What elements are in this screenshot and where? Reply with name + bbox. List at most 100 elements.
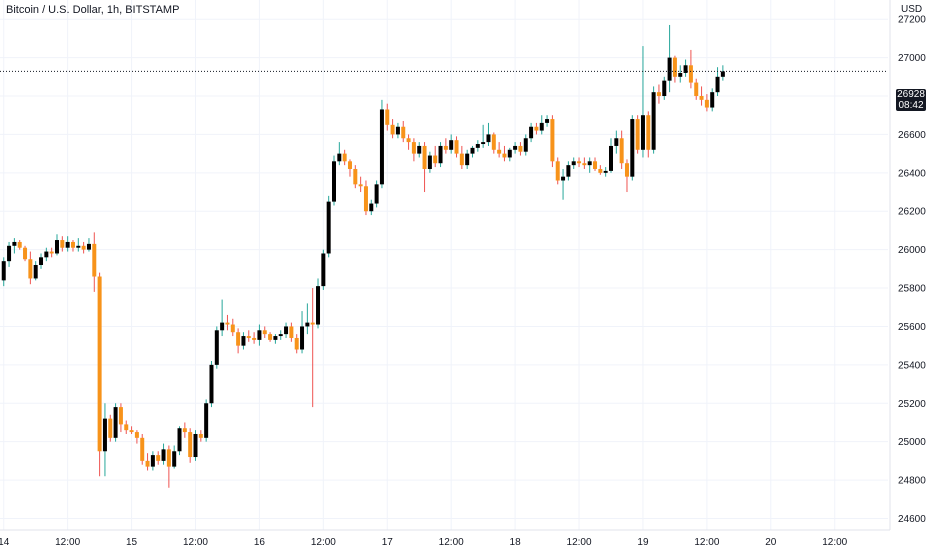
- candle: [273, 334, 278, 344]
- candle-body: [108, 418, 113, 438]
- candle: [225, 314, 230, 331]
- candle: [76, 238, 81, 252]
- candle-body: [481, 142, 486, 145]
- x-tick-label: 12:00: [55, 537, 80, 548]
- candle-body: [17, 241, 22, 248]
- candle: [651, 86, 656, 154]
- candle-body: [369, 203, 374, 212]
- candle-body: [241, 336, 246, 346]
- y-tick-label: 26600: [898, 130, 926, 141]
- bar-countdown: 08:42: [898, 100, 924, 111]
- candle-body: [102, 418, 107, 452]
- candle-body: [145, 460, 150, 467]
- candle-body: [97, 276, 102, 452]
- y-tick-label: 25600: [898, 322, 926, 333]
- candle: [156, 451, 161, 465]
- candle: [262, 326, 267, 338]
- candle-body: [7, 245, 12, 262]
- candle-body: [619, 138, 624, 164]
- chart-title[interactable]: Bitcoin / U.S. Dollar, 1h, BITSTAMP: [6, 4, 180, 16]
- candle-body: [12, 241, 17, 246]
- candle: [694, 78, 699, 100]
- candle: [214, 326, 219, 369]
- candle-body: [678, 72, 683, 77]
- candle-body: [236, 332, 241, 346]
- candle: [326, 195, 331, 258]
- candle: [704, 94, 709, 112]
- last-price-tag: 26928 08:42: [896, 89, 926, 111]
- candle-body: [486, 134, 491, 143]
- candle: [353, 165, 358, 189]
- candle-body: [353, 168, 358, 185]
- candle: [550, 115, 555, 168]
- candle: [289, 322, 294, 342]
- candle: [667, 24, 672, 93]
- candle: [65, 236, 70, 252]
- price-axis[interactable]: 24600 24800 25000 25200 25400 25600 25800 26000…: [898, 15, 926, 525]
- y-tick-label: 26400: [898, 168, 926, 179]
- candle: [672, 55, 677, 83]
- candle-body: [300, 326, 305, 350]
- candle-body: [454, 140, 459, 154]
- candle-body: [395, 126, 400, 135]
- candle: [198, 430, 203, 442]
- candle: [182, 422, 187, 438]
- candle-body: [683, 65, 688, 73]
- candle: [656, 84, 661, 104]
- x-tick-label: 12:00: [694, 537, 719, 548]
- candle: [7, 241, 12, 267]
- candle: [481, 124, 486, 148]
- candle-body: [715, 76, 720, 93]
- candle-body: [502, 153, 507, 158]
- candle: [379, 99, 384, 189]
- candle: [310, 288, 315, 408]
- candle-body: [390, 124, 395, 135]
- candle-body: [598, 168, 603, 173]
- candle-body: [118, 407, 123, 425]
- y-tick-label: 27200: [898, 15, 926, 26]
- candle: [294, 334, 299, 354]
- candle-body: [555, 161, 560, 181]
- candle-body: [582, 163, 587, 166]
- x-tick-label: 15: [126, 537, 138, 548]
- time-axis[interactable]: 14 12:00 15 12:00 16 12:00 17 12:00 18 12:00 19 12:…: [0, 537, 848, 548]
- candle: [486, 122, 491, 146]
- candle: [390, 119, 395, 139]
- candle-body: [230, 324, 235, 333]
- candle: [374, 180, 379, 208]
- candle-body: [70, 241, 75, 248]
- x-tick-label: 20: [765, 537, 777, 548]
- candle: [406, 134, 411, 150]
- candle: [140, 433, 145, 465]
- candle: [587, 157, 592, 173]
- candle: [161, 443, 166, 465]
- candle: [124, 420, 129, 434]
- candle-body: [539, 122, 544, 131]
- candle-body: [358, 184, 363, 187]
- candle-body: [65, 241, 70, 248]
- candle-body: [214, 330, 219, 365]
- candle-body: [1, 261, 6, 281]
- candle-body: [688, 65, 693, 83]
- candle-body: [417, 145, 422, 154]
- candle-body: [172, 451, 177, 467]
- candle: [321, 249, 326, 290]
- candle: [97, 272, 102, 477]
- candle: [688, 49, 693, 89]
- candle-body: [587, 161, 592, 166]
- candle-body: [699, 96, 704, 100]
- x-tick-label: 12:00: [183, 537, 208, 548]
- candle: [598, 165, 603, 175]
- candle: [518, 142, 523, 156]
- candle-body: [113, 407, 118, 438]
- candle: [529, 122, 534, 143]
- candle: [300, 311, 305, 354]
- candle-body: [326, 201, 331, 254]
- candle-body: [182, 428, 187, 433]
- candle-body: [316, 286, 321, 325]
- y-tick-label: 26200: [898, 207, 926, 218]
- candle-body: [92, 243, 97, 277]
- candle: [172, 445, 177, 469]
- candle-body: [134, 432, 139, 438]
